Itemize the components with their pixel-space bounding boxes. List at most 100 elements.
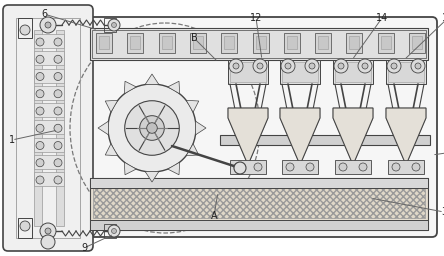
Text: B: B [190, 33, 198, 43]
Circle shape [309, 63, 315, 69]
Circle shape [285, 63, 291, 69]
FancyBboxPatch shape [3, 5, 93, 251]
Bar [282, 160, 318, 174]
Bar [228, 60, 268, 84]
Circle shape [45, 22, 51, 28]
Bar [56, 30, 64, 226]
Circle shape [108, 19, 120, 31]
Text: A: A [211, 211, 217, 221]
Polygon shape [168, 162, 180, 175]
Circle shape [36, 159, 44, 167]
Text: 6: 6 [41, 9, 47, 19]
Circle shape [108, 225, 120, 237]
Polygon shape [124, 81, 136, 94]
Bar [388, 160, 424, 174]
Bar [381, 36, 391, 49]
Circle shape [45, 228, 51, 234]
Circle shape [111, 23, 116, 27]
Circle shape [229, 59, 243, 73]
Circle shape [359, 163, 367, 171]
Bar [221, 33, 237, 53]
Bar [96, 33, 112, 53]
Bar [255, 36, 266, 49]
Circle shape [234, 162, 246, 174]
Polygon shape [333, 108, 373, 165]
Bar [93, 182, 425, 218]
Polygon shape [195, 121, 206, 135]
Circle shape [36, 142, 44, 150]
Circle shape [54, 142, 62, 150]
Polygon shape [186, 144, 199, 156]
Bar [34, 30, 42, 226]
Bar [190, 33, 206, 53]
Circle shape [40, 17, 56, 33]
Circle shape [54, 107, 62, 115]
Bar [99, 36, 109, 49]
Circle shape [281, 59, 295, 73]
Circle shape [257, 63, 263, 69]
Circle shape [387, 59, 401, 73]
Circle shape [54, 124, 62, 132]
Circle shape [253, 59, 267, 73]
Bar [388, 62, 424, 82]
Circle shape [54, 159, 62, 167]
Bar [18, 218, 32, 238]
Polygon shape [124, 162, 136, 175]
Bar [34, 137, 64, 152]
Bar [280, 60, 320, 84]
Bar [409, 33, 425, 53]
Polygon shape [105, 100, 118, 112]
Circle shape [125, 101, 179, 155]
Circle shape [20, 25, 30, 35]
Bar [90, 178, 428, 230]
Bar [287, 36, 297, 49]
Bar [318, 36, 328, 49]
Circle shape [305, 59, 319, 73]
Bar [282, 62, 318, 82]
Bar [130, 36, 140, 49]
Bar [34, 120, 64, 134]
Circle shape [36, 107, 44, 115]
Circle shape [54, 55, 62, 63]
Circle shape [111, 229, 116, 233]
Bar [127, 33, 143, 53]
Bar [193, 36, 203, 49]
Circle shape [20, 221, 30, 231]
Bar [220, 135, 430, 145]
Circle shape [41, 235, 55, 249]
Circle shape [54, 38, 62, 46]
Text: 9: 9 [81, 243, 87, 253]
Polygon shape [186, 100, 199, 112]
Bar [412, 36, 422, 49]
Circle shape [36, 176, 44, 184]
Bar [333, 60, 373, 84]
Circle shape [412, 163, 420, 171]
Bar [34, 155, 64, 169]
Circle shape [411, 59, 425, 73]
Bar [335, 160, 371, 174]
Bar [34, 51, 64, 65]
Bar [224, 36, 234, 49]
Bar [230, 160, 266, 174]
Bar [104, 18, 116, 32]
Circle shape [36, 55, 44, 63]
Polygon shape [386, 108, 426, 165]
Circle shape [140, 116, 164, 140]
Polygon shape [98, 121, 108, 135]
Circle shape [36, 72, 44, 80]
Circle shape [391, 63, 397, 69]
Circle shape [362, 63, 368, 69]
Bar [34, 69, 64, 82]
Polygon shape [280, 108, 320, 165]
Bar [92, 30, 426, 58]
Bar [104, 224, 116, 238]
Circle shape [54, 90, 62, 98]
Bar [34, 34, 64, 48]
Circle shape [36, 38, 44, 46]
Circle shape [338, 63, 344, 69]
Circle shape [108, 84, 196, 172]
Bar [162, 36, 171, 49]
Bar [16, 18, 80, 238]
Text: 1: 1 [9, 135, 15, 145]
Bar [346, 33, 362, 53]
